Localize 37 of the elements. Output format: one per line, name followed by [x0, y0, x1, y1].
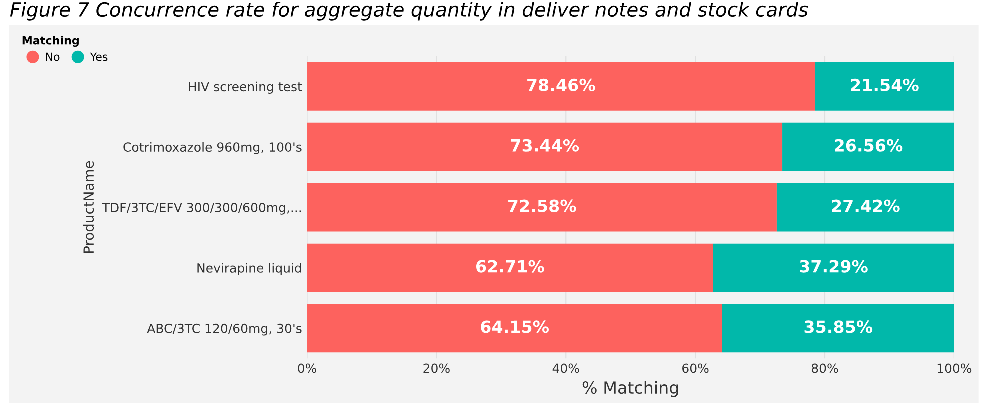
x-tick-label: 80% [812, 364, 838, 374]
bar [307, 304, 722, 353]
x-tick-label: 40% [552, 364, 580, 374]
x-tick-label: 60% [682, 364, 709, 374]
bar [815, 62, 954, 111]
text: 21.54% [851, 78, 919, 92]
x-axis-title: % Matching [582, 381, 678, 398]
chart-title: Figure 7 Concurrence rate for aggregate quantity in deliver notes and stock cards [10, 2, 808, 21]
text: 72.58% [508, 200, 576, 212]
text: 37.29% [800, 260, 868, 273]
legend-label: No [46, 52, 60, 62]
bar [776, 183, 954, 232]
legend-label: Yes [90, 52, 108, 62]
text: 64.15% [481, 320, 550, 334]
x-tick-label: 0% [298, 364, 316, 374]
bar [307, 244, 714, 292]
bar [307, 183, 777, 232]
text: 78.46% [528, 78, 596, 92]
y-tick-label: Nevirapine liquid [198, 263, 302, 276]
bar [307, 122, 783, 172]
text: 73.44% [511, 139, 580, 152]
bar [307, 62, 816, 111]
y-tick-label: ABC/3TC 120/60mg, 30's [147, 324, 302, 336]
y-tick-label: HIV screening test [189, 82, 302, 94]
text: 35.85% [804, 320, 873, 334]
text: 26.56% [835, 139, 903, 152]
y-tick-label: TDF/3TC/EFV 300/300/600mg,... [102, 203, 302, 215]
text: 62.71% [476, 260, 544, 273]
y-axis-title: ProductName [83, 161, 94, 254]
bar [782, 122, 954, 172]
x-tick-label: 100% [938, 364, 972, 374]
y-tick-label: Cotrimoxazole 960mg, 100's [124, 142, 302, 154]
bar [713, 244, 954, 292]
x-tick-label: 20% [424, 364, 450, 374]
legend-title: Matching [22, 36, 79, 48]
bar [722, 304, 954, 353]
text: 27.42% [832, 200, 900, 212]
